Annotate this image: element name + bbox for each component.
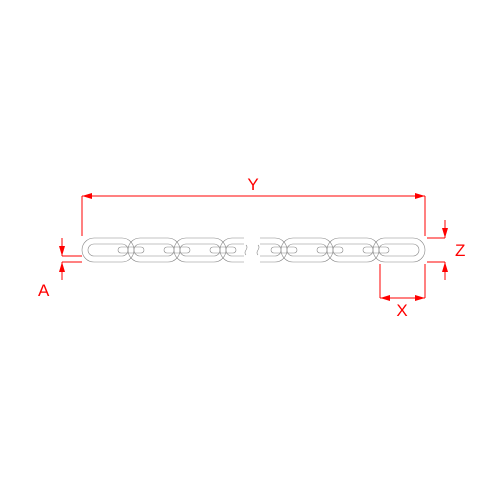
chain-link-outer [235, 238, 287, 262]
dim-label-z: Z [455, 241, 465, 260]
chain-group [82, 238, 425, 262]
dim-label-a: A [38, 281, 50, 300]
dim-arrow [82, 193, 92, 199]
chain-link-edge [164, 247, 190, 253]
chain-link-edge [363, 247, 389, 253]
chain-link-outer [189, 238, 241, 262]
chain-link-edge [118, 247, 144, 253]
break-mark [257, 245, 259, 255]
chain-link-edge [317, 247, 343, 253]
chain-link-inner [134, 244, 174, 256]
chain-dimension-diagram: Y Z X A [0, 0, 500, 500]
chain-link-inner [241, 244, 281, 256]
chain-link-inner [287, 244, 327, 256]
dim-label-y: Y [247, 175, 258, 194]
dim-arrow [59, 262, 65, 272]
dim-arrow [442, 228, 448, 238]
dim-arrow [380, 295, 390, 301]
chain-link-inner [379, 244, 419, 256]
chain-link-outer [327, 238, 379, 262]
chain-link-outer [174, 238, 226, 262]
dim-arrow [415, 295, 425, 301]
dim-label-x: X [396, 301, 407, 320]
chain-link-inner [195, 244, 235, 256]
dim-arrow [415, 193, 425, 199]
chain-link-outer [128, 238, 180, 262]
dim-arrow [59, 246, 65, 256]
dim-arrow [442, 262, 448, 272]
chain-link-inner [88, 244, 128, 256]
chain-link-inner [272, 244, 312, 256]
break-mark [245, 245, 247, 255]
chain-link-outer [82, 238, 134, 262]
chain-link-edge [256, 247, 282, 253]
chain-link-outer [266, 238, 318, 262]
chain-link-outer [373, 238, 425, 262]
chain-link-inner [333, 244, 373, 256]
chain-link-outer [281, 238, 333, 262]
chain-link-inner [180, 244, 220, 256]
chain-link-edge [210, 247, 236, 253]
chain-link-edge [271, 247, 297, 253]
